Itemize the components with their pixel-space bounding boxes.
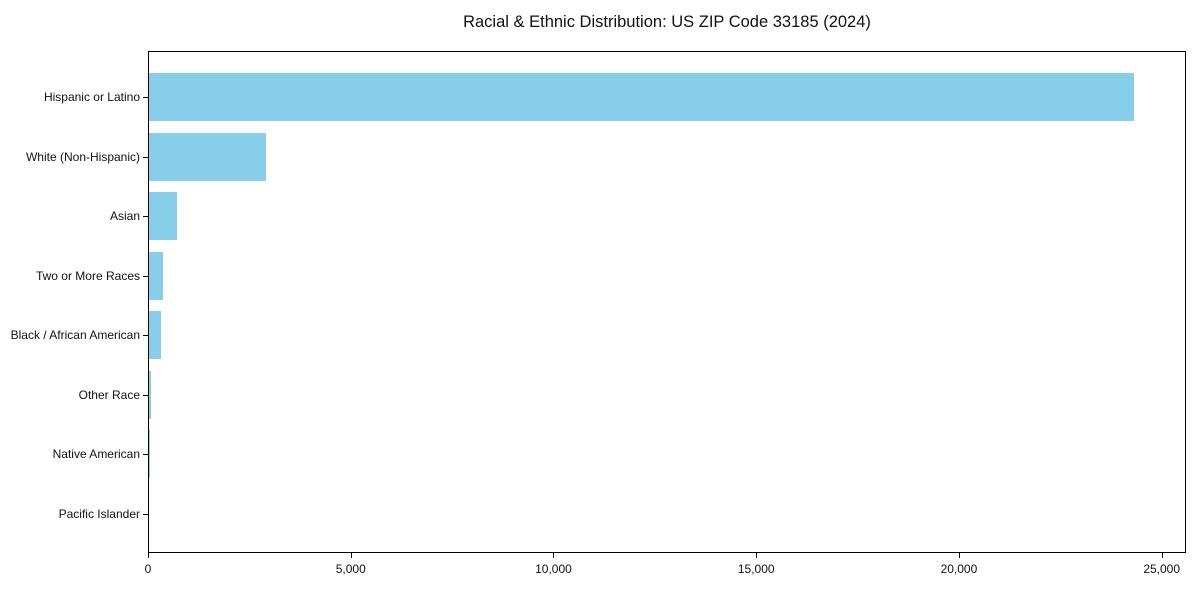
xtick-label-20-000: 20,000 — [940, 562, 978, 576]
ytick-mark — [143, 394, 148, 396]
ytick-label-native-american: Native American — [52, 447, 140, 462]
ytick-label-other-race: Other Race — [78, 387, 140, 402]
ytick-label-hispanic-or-latino: Hispanic or Latino — [43, 90, 140, 104]
ytick-label-white-non-hispanic: White (Non-Hispanic) — [25, 149, 140, 164]
x-axis: 0 5,000 10,000 15,000 20,000 25,000 — [145, 553, 1186, 593]
ytick-label-black-african-american: Black / African American — [10, 328, 140, 343]
y-axis: Hispanic or Latino White (Non-Hispanic) As… — [0, 51, 140, 553]
xtick-label-15-000: 15,000 — [737, 562, 775, 576]
xtick-mark — [1161, 553, 1163, 558]
ytick-label-two-or-more-races: Two or More Races — [35, 268, 140, 283]
bar-two-or-more-races — [149, 251, 164, 300]
bar-black-african-american — [149, 311, 162, 360]
ytick-mark — [143, 216, 148, 218]
bar-white-non-hispanic — [149, 132, 267, 181]
xtick-mark — [553, 553, 555, 558]
plot-area — [148, 51, 1186, 553]
ytick-label-asian: Asian — [109, 209, 140, 224]
ytick-label-pacific-islander: Pacific Islander — [58, 506, 140, 521]
bar-asian — [149, 192, 178, 241]
ytick-mark — [143, 335, 148, 337]
xtick-mark — [148, 553, 149, 558]
xtick-mark — [756, 553, 758, 558]
xtick-mark — [350, 553, 352, 558]
xtick-label-0: 0 — [144, 562, 152, 576]
ytick-mark — [143, 454, 148, 456]
chart-title: Racial & Ethnic Distribution: US ZIP Cod… — [463, 13, 871, 31]
bar-other-race — [149, 370, 151, 419]
xtick-label-5-000: 5,000 — [335, 562, 366, 576]
xtick-label-10-000: 10,000 — [535, 562, 572, 576]
ytick-mark — [143, 275, 148, 277]
xtick-mark — [958, 553, 960, 558]
ytick-mark — [143, 156, 148, 158]
y-axis-tick-marks — [143, 51, 148, 553]
ytick-mark — [143, 97, 148, 98]
ytick-mark — [143, 513, 148, 515]
bar-hispanic-or-latino — [149, 73, 1135, 121]
xtick-label-25-000: 25,000 — [1143, 562, 1181, 576]
